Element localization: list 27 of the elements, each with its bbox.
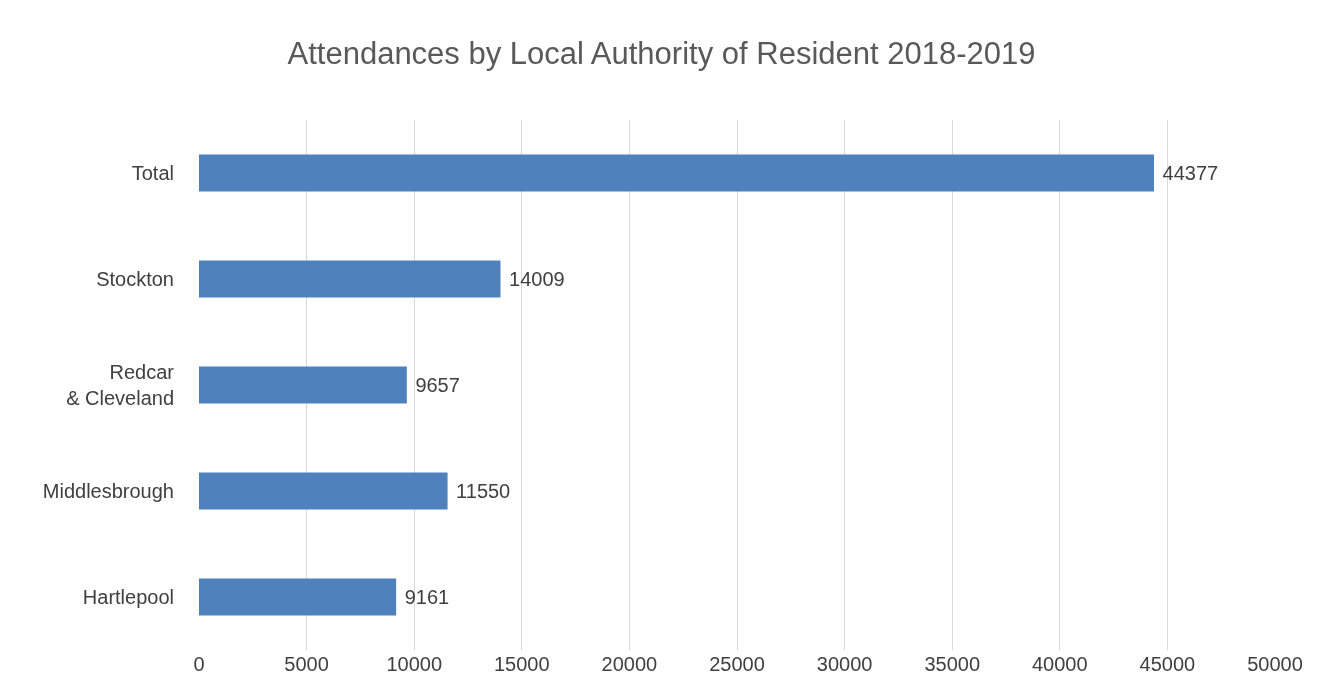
y-tick-label: Stockton (96, 268, 174, 290)
y-tick-label: Total (131, 162, 174, 184)
data-label: 9161 (399, 586, 450, 608)
data-label: 11550 (450, 480, 511, 502)
bar (199, 154, 1154, 192)
x-tick-label: 25000 (709, 653, 765, 675)
x-tick-label: 10000 (386, 653, 443, 675)
y-tick-label: Middlesbrough (42, 480, 174, 502)
x-tick-label: 50000 (1247, 653, 1303, 675)
bar (199, 578, 397, 616)
y-tick-label: Hartlepool (82, 586, 174, 608)
x-tick-label: 40000 (1031, 653, 1088, 675)
data-label: 9657 (409, 374, 460, 396)
x-tick-label: 35000 (924, 653, 981, 675)
x-tick-label: 0 (193, 653, 205, 675)
bar (199, 366, 407, 404)
x-tick-label: 20000 (601, 653, 658, 675)
x-tick-label: 45000 (1139, 653, 1196, 675)
data-label: 14009 (503, 268, 565, 290)
x-tick-label: 30000 (816, 653, 873, 675)
bar (199, 472, 448, 510)
bar (199, 260, 501, 298)
x-tick-label: 15000 (493, 653, 550, 675)
data-label: 44377 (1156, 162, 1219, 184)
x-tick-label: 5000 (284, 653, 329, 675)
y-tick-label: Redcar & Cleveland (66, 361, 175, 409)
chart-title: Attendances by Local Authority of Resident 2018-2019 (287, 35, 1036, 71)
